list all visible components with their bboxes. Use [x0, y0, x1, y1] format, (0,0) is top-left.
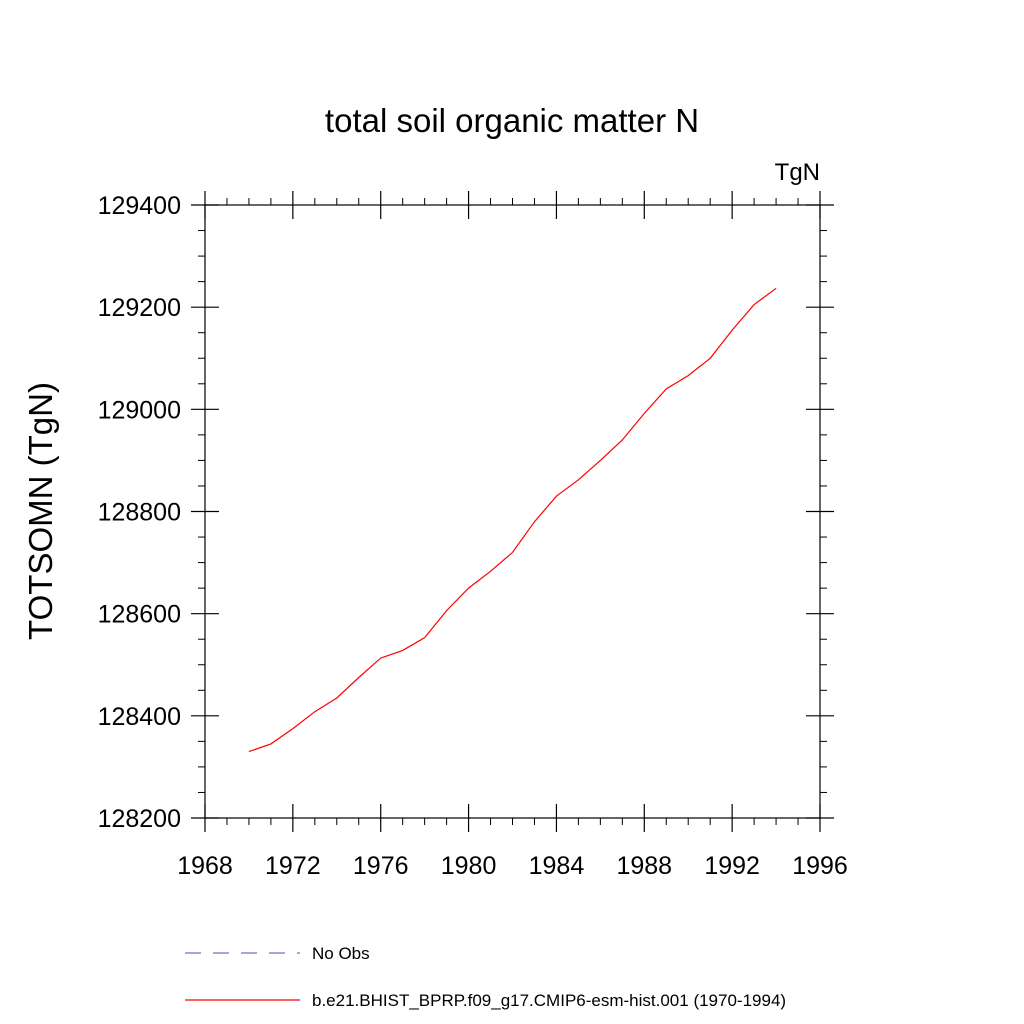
y-tick-label: 128800: [98, 499, 181, 527]
x-tick-label: 1988: [616, 852, 672, 880]
plot-area: 1968 1972 1976 1980 1984 1988 1992 1996 128200 12…: [98, 191, 848, 880]
x-tick-label: 1992: [704, 852, 760, 880]
y-axis-label: TOTSOMN (TgN): [22, 382, 59, 640]
y-tick-label: 128400: [98, 703, 181, 731]
units-label: TgN: [775, 159, 820, 186]
x-tick-label: 1976: [353, 852, 409, 880]
chart-title: total soil organic matter N: [325, 102, 699, 139]
y-tick-label: 129000: [98, 396, 181, 424]
x-tick-label: 1996: [792, 852, 848, 880]
x-tick-label: 1984: [529, 852, 585, 880]
plot-frame: [204, 204, 821, 819]
x-tick-label: 1968: [177, 852, 233, 880]
x-tick-label: 1980: [441, 852, 497, 880]
y-tick-label: 129400: [98, 192, 181, 220]
x-tick-label: 1972: [265, 852, 321, 880]
y-tick-label: 128200: [98, 805, 181, 833]
legend-label-0: No Obs: [312, 944, 370, 963]
series-line-1: [248, 287, 777, 753]
y-tick-label: 129200: [98, 294, 181, 322]
legend-label-1: b.e21.BHIST_BPRP.f09_g17.CMIP6-esm-hist.…: [312, 991, 786, 1010]
legend: No Obs b.e21.BHIST_BPRP.f09_g17.CMIP6-esm…: [185, 944, 786, 1010]
y-tick-label: 128600: [98, 601, 181, 629]
